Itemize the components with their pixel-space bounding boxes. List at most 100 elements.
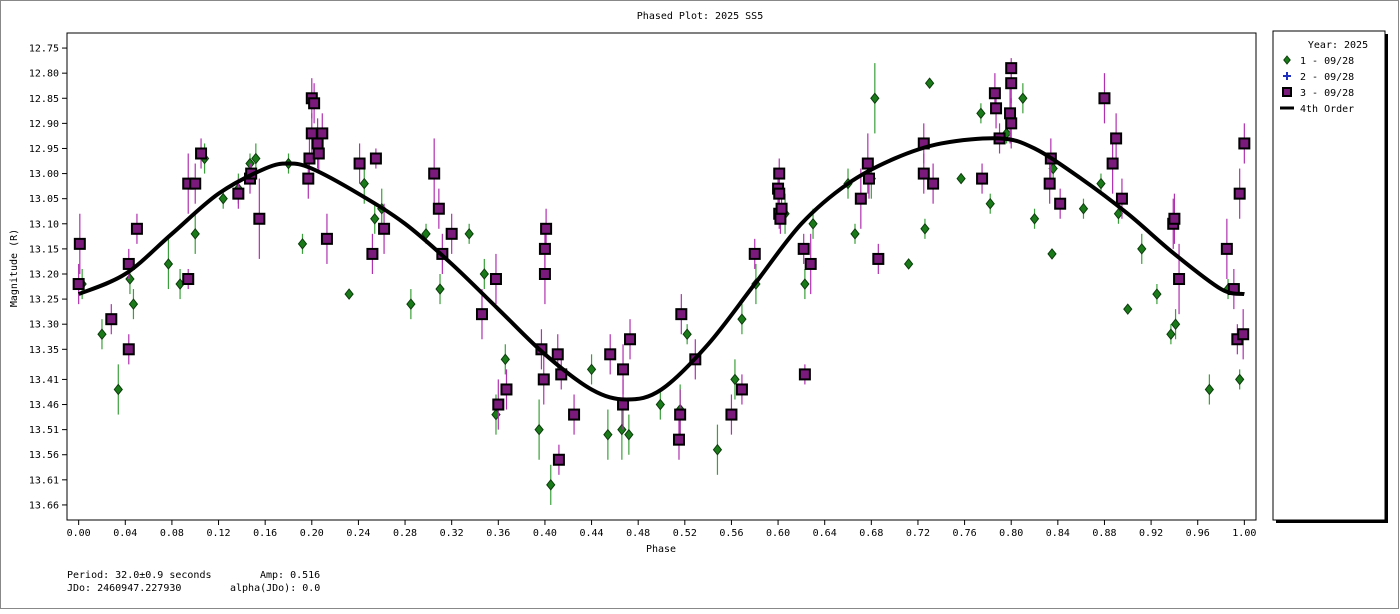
point xyxy=(748,247,761,260)
point xyxy=(316,127,329,140)
y-tick-label: 13.56 xyxy=(29,450,59,461)
x-tick-label: 0.52 xyxy=(673,528,697,539)
point xyxy=(624,333,637,346)
point xyxy=(924,77,935,90)
y-tick-label: 12.95 xyxy=(29,144,59,155)
point xyxy=(990,102,1003,115)
legend-label: 1 - 09/28 xyxy=(1300,56,1354,67)
x-tick-label: 0.68 xyxy=(859,528,883,539)
point xyxy=(189,177,202,190)
x-tick-label: 0.44 xyxy=(580,528,604,539)
point xyxy=(359,177,369,190)
point xyxy=(976,107,986,120)
y-tick-label: 12.80 xyxy=(29,69,59,80)
point xyxy=(956,172,966,185)
point xyxy=(551,348,564,361)
point xyxy=(232,187,245,200)
fit-line xyxy=(77,136,1245,402)
point xyxy=(489,273,502,286)
y-tick-label: 13.10 xyxy=(29,219,59,230)
y-tick-label: 13.15 xyxy=(29,244,59,255)
point xyxy=(182,273,195,286)
point xyxy=(586,363,597,376)
legend-swatch xyxy=(1283,72,1291,80)
y-tick-label: 13.25 xyxy=(29,295,59,306)
legend-swatch xyxy=(1283,55,1291,65)
point xyxy=(492,398,505,411)
x-tick-label: 0.92 xyxy=(1139,528,1163,539)
point xyxy=(552,453,565,466)
point xyxy=(674,408,687,421)
point xyxy=(534,423,544,436)
point xyxy=(251,152,261,165)
y-tick-label: 13.51 xyxy=(29,425,59,436)
point xyxy=(861,157,874,170)
x-tick-label: 0.76 xyxy=(953,528,977,539)
point xyxy=(432,202,445,215)
point xyxy=(122,257,135,270)
point xyxy=(464,228,474,240)
point xyxy=(976,172,989,185)
x-axis-label: Phase xyxy=(646,544,676,555)
point xyxy=(672,433,685,446)
point xyxy=(378,222,391,235)
point xyxy=(917,167,930,180)
point xyxy=(97,328,107,341)
point xyxy=(1233,187,1246,200)
y-tick-label: 13.41 xyxy=(29,375,59,386)
point xyxy=(445,227,458,240)
point xyxy=(682,328,692,341)
point xyxy=(872,252,885,265)
point xyxy=(308,97,321,110)
point xyxy=(253,212,266,225)
point xyxy=(735,383,748,396)
point xyxy=(406,298,416,310)
point xyxy=(1113,207,1124,220)
chart-title: Phased Plot: 2025 SS5 xyxy=(637,11,763,22)
point xyxy=(1018,92,1028,105)
annotation: JDo: 2460947.227930 xyxy=(67,583,181,594)
point xyxy=(1170,318,1181,330)
point xyxy=(797,242,810,255)
point xyxy=(804,257,817,270)
point xyxy=(218,192,228,205)
point xyxy=(537,373,550,386)
point xyxy=(1005,117,1018,130)
x-tick-label: 0.56 xyxy=(719,528,743,539)
point xyxy=(1004,107,1017,120)
point xyxy=(1110,132,1123,145)
point xyxy=(1166,328,1176,341)
point xyxy=(870,92,880,105)
point xyxy=(344,288,354,300)
point xyxy=(617,363,630,376)
annotation: Period: 32.0±0.9 seconds xyxy=(67,570,212,581)
point xyxy=(72,278,85,291)
point xyxy=(1235,373,1245,386)
x-tick-label: 0.28 xyxy=(393,528,417,539)
legend-title: Year: 2025 xyxy=(1308,40,1368,51)
point xyxy=(366,247,379,260)
point xyxy=(920,223,930,235)
y-tick-label: 13.05 xyxy=(29,194,59,205)
point xyxy=(854,192,867,205)
point xyxy=(798,368,811,381)
x-tick-label: 0.36 xyxy=(486,528,510,539)
x-tick-label: 0.96 xyxy=(1186,528,1210,539)
point xyxy=(862,172,875,185)
point xyxy=(540,222,553,235)
y-tick-label: 13.35 xyxy=(29,345,59,356)
x-tick-label: 0.04 xyxy=(113,528,137,539)
y-tick-label: 13.20 xyxy=(29,269,59,280)
point xyxy=(1238,137,1251,150)
point xyxy=(479,268,489,280)
point xyxy=(1204,383,1215,396)
point xyxy=(320,232,333,245)
point xyxy=(1047,248,1057,260)
x-tick-label: 1.00 xyxy=(1232,528,1256,539)
point xyxy=(1168,212,1181,225)
point xyxy=(624,428,634,441)
point xyxy=(1137,243,1147,255)
point xyxy=(773,187,786,200)
point xyxy=(1237,328,1250,341)
legend-swatch xyxy=(1282,87,1292,97)
